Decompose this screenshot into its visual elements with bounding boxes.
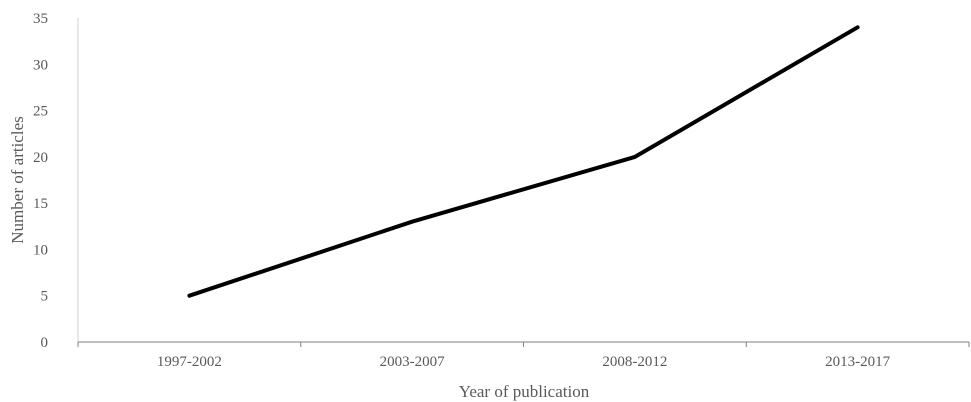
y-tick-label: 5: [41, 289, 49, 305]
y-tick-label: 15: [33, 196, 48, 212]
y-tick-label: 20: [33, 150, 48, 166]
x-tick-label: 1997-2002: [157, 354, 222, 370]
y-tick-label: 35: [33, 11, 48, 27]
series-line: [187, 25, 860, 298]
y-tick-label: 30: [33, 57, 48, 73]
x-axis-title: Year of publication: [459, 382, 590, 401]
x-tick-label: 2013-2017: [825, 354, 890, 370]
x-axis-ticks: 1997-2002 2003-2007 2008-2012 2013-2017: [77, 342, 970, 370]
x-tick-label: 2008-2012: [602, 354, 667, 370]
y-axis-ticks: 0 5 10 15 20 25 30 35: [33, 11, 48, 351]
y-tick-label: 10: [33, 242, 48, 258]
y-tick-label: 0: [41, 335, 49, 351]
y-axis-title: Number of articles: [8, 116, 27, 243]
x-tick-label: 2003-2007: [380, 354, 445, 370]
y-tick-label: 25: [33, 104, 48, 120]
series-lines: [187, 25, 860, 298]
